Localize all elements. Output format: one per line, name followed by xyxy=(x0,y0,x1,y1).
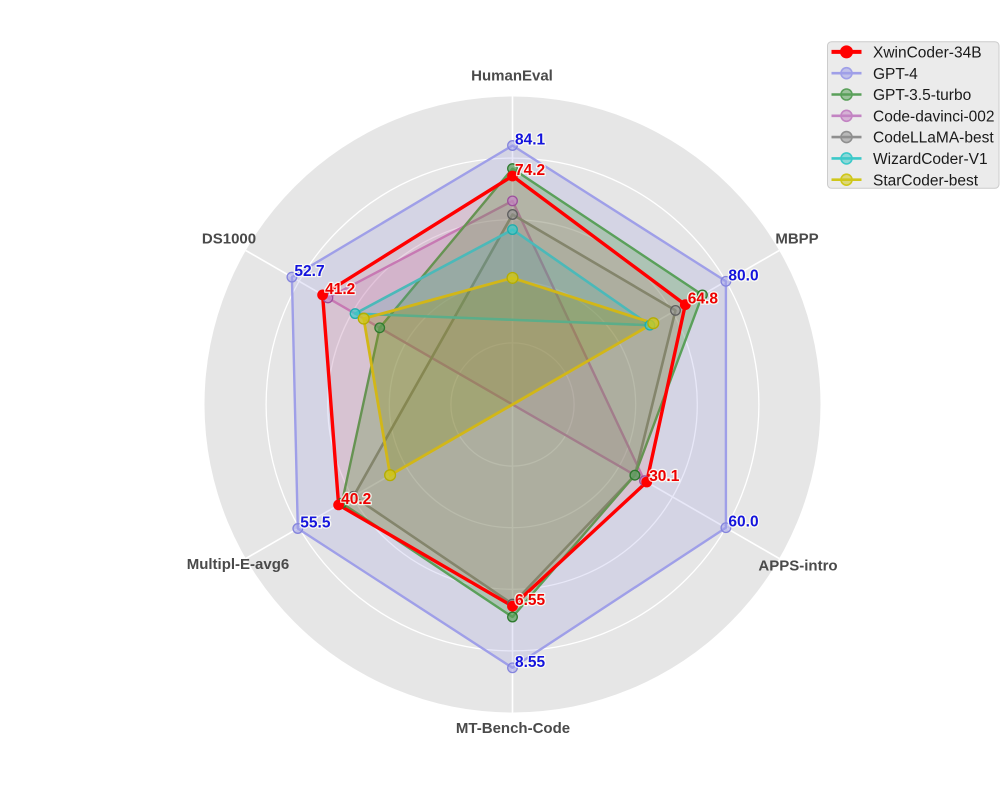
svg-text:DS1000: DS1000 xyxy=(202,231,256,248)
svg-text:StarCoder-best: StarCoder-best xyxy=(873,172,979,189)
svg-text:Code-davinci-002: Code-davinci-002 xyxy=(873,108,995,125)
svg-text:8.55: 8.55 xyxy=(515,654,546,671)
svg-text:APPS-intro: APPS-intro xyxy=(758,558,837,575)
svg-text:CodeLLaMA-best: CodeLLaMA-best xyxy=(873,130,994,147)
svg-text:80.0: 80.0 xyxy=(728,267,758,284)
svg-text:52.7: 52.7 xyxy=(294,263,324,280)
svg-text:55.5: 55.5 xyxy=(300,515,331,532)
svg-text:41.2: 41.2 xyxy=(325,281,355,298)
svg-text:40.2: 40.2 xyxy=(341,491,371,508)
svg-text:WizardCoder-V1: WizardCoder-V1 xyxy=(873,151,988,168)
svg-text:GPT-3.5-turbo: GPT-3.5-turbo xyxy=(873,87,971,104)
svg-text:6.55: 6.55 xyxy=(515,592,546,609)
svg-text:64.8: 64.8 xyxy=(688,291,719,308)
svg-text:84.1: 84.1 xyxy=(515,132,546,149)
svg-text:XwinCoder-34B: XwinCoder-34B xyxy=(873,45,982,62)
svg-text:30.1: 30.1 xyxy=(649,468,680,485)
svg-text:Multipl-E-avg6: Multipl-E-avg6 xyxy=(187,556,290,573)
svg-text:60.0: 60.0 xyxy=(728,514,758,531)
svg-text:74.2: 74.2 xyxy=(515,162,545,179)
svg-text:HumanEval: HumanEval xyxy=(471,68,553,85)
svg-text:GPT-4: GPT-4 xyxy=(873,66,918,83)
svg-text:MT-Bench-Code: MT-Bench-Code xyxy=(456,720,570,737)
svg-text:MBPP: MBPP xyxy=(775,231,818,248)
